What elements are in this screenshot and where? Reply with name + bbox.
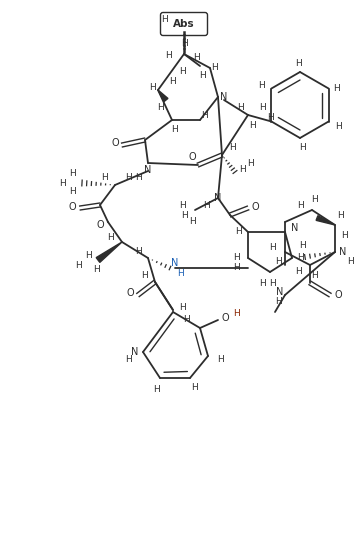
Text: H: H [107, 232, 113, 241]
Text: H: H [84, 252, 91, 261]
Text: H: H [297, 254, 303, 263]
Text: H: H [274, 257, 281, 266]
Text: H: H [297, 200, 303, 209]
Text: H: H [237, 103, 244, 112]
Text: H: H [234, 263, 240, 272]
Text: N: N [214, 193, 222, 203]
Text: H: H [69, 187, 75, 197]
Text: H: H [182, 210, 189, 219]
Text: O: O [334, 290, 342, 300]
Text: H: H [258, 81, 265, 90]
Polygon shape [158, 90, 168, 101]
Text: H: H [259, 103, 265, 112]
Text: O: O [96, 220, 104, 230]
Text: H: H [335, 122, 342, 131]
Text: H: H [229, 144, 236, 153]
Text: N: N [220, 92, 228, 102]
Text: H: H [124, 174, 131, 183]
Text: H: H [69, 169, 75, 178]
Text: H: H [298, 240, 305, 249]
Text: H: H [190, 217, 196, 226]
Text: H: H [135, 247, 141, 256]
Text: O: O [126, 288, 134, 298]
Text: H: H [142, 271, 149, 279]
Text: H: H [199, 70, 205, 80]
Text: H: H [179, 67, 186, 76]
Text: N: N [171, 258, 179, 268]
Text: H: H [165, 51, 171, 59]
Text: H: H [194, 53, 200, 62]
Text: H: H [240, 166, 246, 175]
Text: O: O [251, 202, 259, 212]
Text: H: H [274, 297, 281, 307]
Text: H: H [179, 302, 186, 311]
Text: O: O [68, 202, 76, 212]
Text: H: H [337, 210, 343, 219]
Text: H: H [102, 172, 108, 182]
Text: H: H [150, 83, 157, 92]
Text: H: H [234, 309, 240, 318]
Text: H: H [135, 172, 141, 182]
Text: H: H [59, 178, 66, 187]
Text: N: N [291, 223, 299, 233]
Text: H: H [249, 121, 256, 130]
FancyBboxPatch shape [161, 12, 207, 35]
Text: H: H [157, 104, 163, 113]
Text: H: H [270, 244, 276, 253]
Text: N: N [276, 287, 284, 297]
Text: H: H [268, 114, 274, 122]
Text: N: N [144, 165, 152, 175]
Text: H: H [162, 15, 169, 25]
Text: H: H [191, 383, 198, 392]
Text: H: H [211, 64, 218, 73]
Text: H: H [217, 355, 223, 364]
Text: H: H [202, 111, 208, 120]
Text: H: H [234, 254, 240, 263]
Text: H: H [312, 195, 318, 205]
Text: O: O [111, 138, 119, 148]
Polygon shape [316, 216, 335, 225]
Text: H: H [177, 269, 183, 278]
Text: H: H [235, 227, 241, 237]
Text: H: H [247, 159, 253, 168]
Text: H: H [312, 271, 318, 279]
Text: H: H [92, 265, 99, 274]
Text: H: H [300, 144, 306, 153]
Text: H: H [154, 386, 161, 395]
Text: H: H [342, 231, 348, 240]
Text: H: H [347, 257, 353, 266]
Text: H: H [203, 200, 210, 209]
Polygon shape [96, 242, 122, 262]
Text: H: H [169, 77, 175, 87]
Text: H: H [333, 84, 340, 93]
Text: H: H [171, 125, 178, 135]
Text: N: N [131, 347, 139, 357]
Text: H: H [182, 38, 189, 48]
Text: Abs: Abs [173, 19, 195, 29]
Text: H: H [179, 200, 186, 209]
Text: H: H [124, 356, 131, 365]
Text: H: H [183, 316, 189, 325]
Text: O: O [188, 152, 196, 162]
Text: H: H [269, 279, 276, 287]
Text: H: H [259, 279, 265, 287]
Text: H: H [294, 59, 301, 68]
Text: H: H [294, 268, 301, 277]
Text: H: H [75, 262, 82, 271]
Text: N: N [339, 247, 347, 257]
Text: O: O [221, 313, 229, 323]
